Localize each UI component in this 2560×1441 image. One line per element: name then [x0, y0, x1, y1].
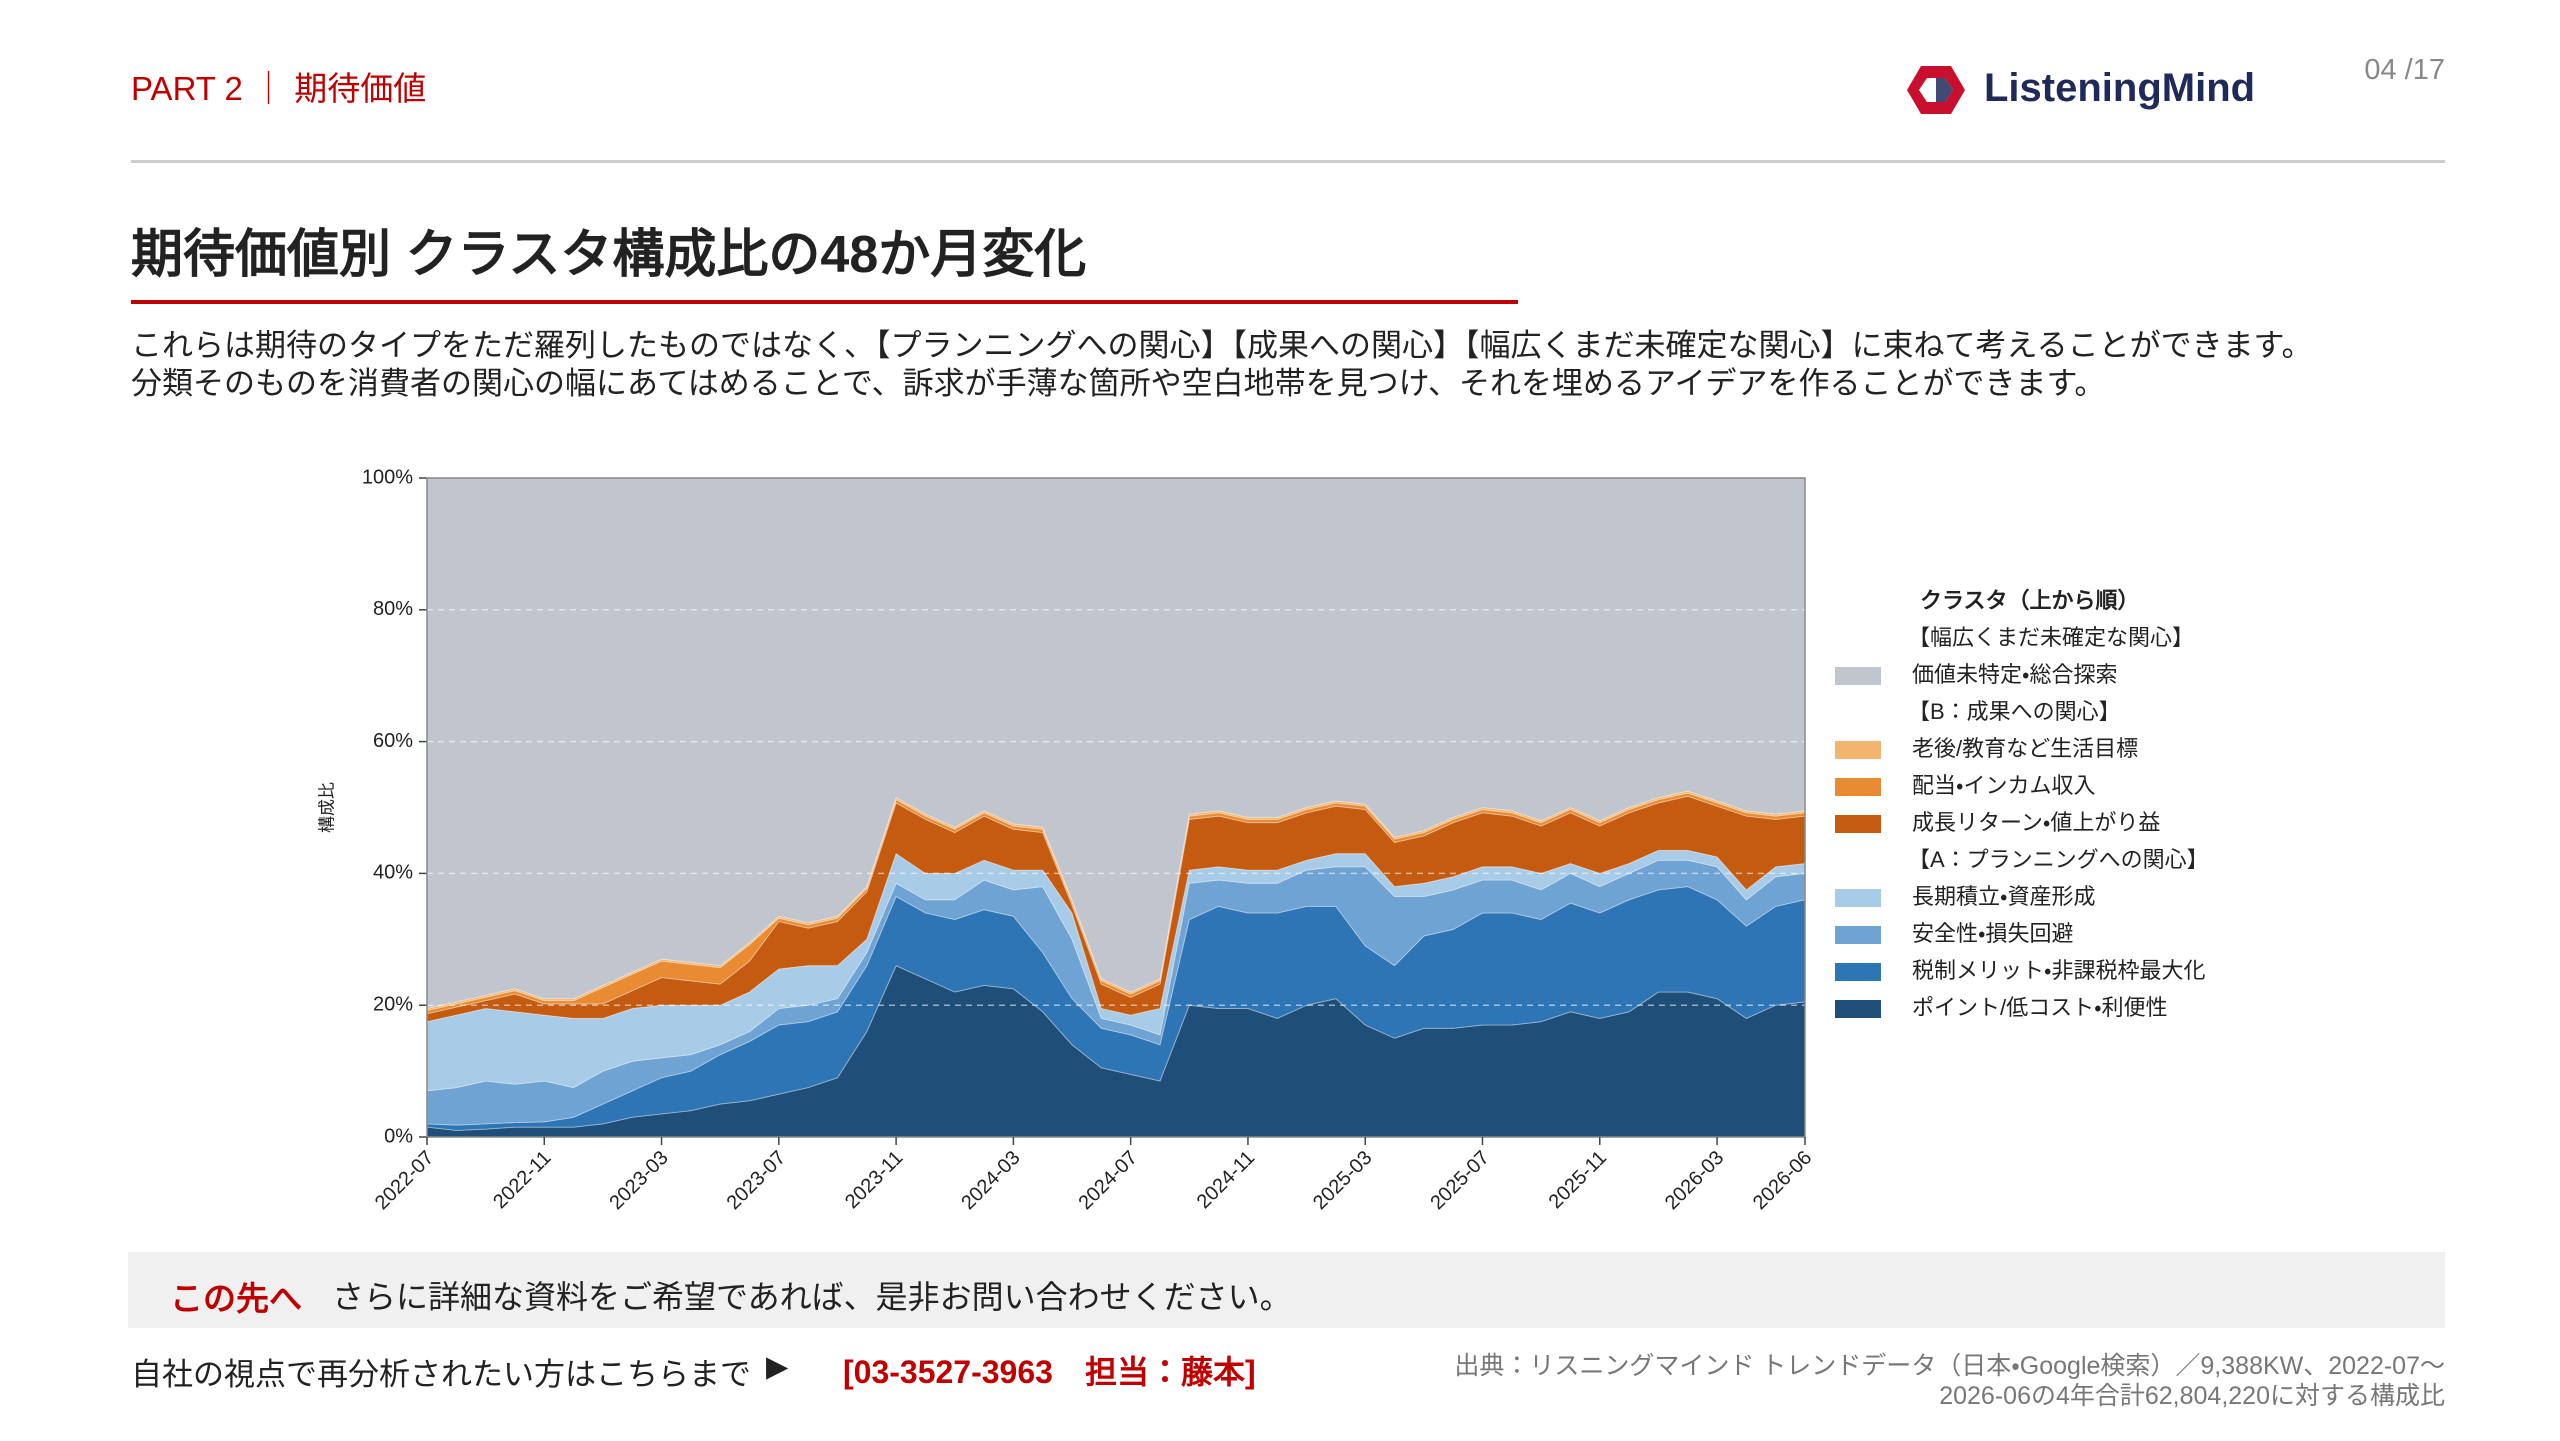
header-rule [131, 160, 2445, 163]
legend-label: 配当・インカム収入 [1912, 773, 2095, 798]
x-tick-label: 2024-11 [1193, 1147, 1259, 1213]
x-tick-label: 2025-07 [1426, 1147, 1493, 1214]
slide-title: 期待価値別 クラスタ構成比の48か月変化 [131, 226, 1087, 284]
x-tick-label: 2026-03 [1661, 1147, 1728, 1214]
x-tick-label: 2025-11 [1545, 1147, 1611, 1213]
legend-swatch [1835, 926, 1881, 944]
cta-text: さらに詳細な資料をご希望であれば、是非お問い合わせください。 [332, 1279, 1292, 1315]
brand-name: ListeningMind [1984, 66, 2256, 110]
x-tick-label: 2022-11 [489, 1147, 555, 1213]
legend-swatch [1835, 815, 1881, 833]
legend-label: 税制メリット・非課税枠最大化 [1912, 958, 2205, 983]
legend-label: 老後/教育など生活目標 [1912, 736, 2138, 761]
x-tick-label: 2024-07 [1074, 1147, 1141, 1214]
cta-label: この先へ [170, 1280, 302, 1317]
x-tick-label: 2024-03 [957, 1147, 1024, 1214]
x-tick-label: 2022-07 [371, 1147, 438, 1214]
cta-band [128, 1252, 2445, 1328]
contact-arrow: ▶ [766, 1351, 789, 1383]
contact-text: 自社の視点で再分析されたい方はこちらまで [131, 1357, 751, 1392]
legend-title: クラスタ（上から順） [1920, 588, 2140, 613]
part-label: PART 2 ｜ 期待価値 [131, 70, 427, 107]
legend-label: ポイント/低コスト・利便性 [1912, 995, 2168, 1020]
plot-border [426, 477, 1806, 1138]
y-tick-label: 20% [373, 993, 413, 1015]
y-tick-label: 100% [362, 466, 413, 488]
legend-swatch [1835, 1000, 1881, 1018]
y-tick-label: 60% [373, 730, 413, 752]
x-tick-label: 2023-11 [841, 1147, 907, 1213]
source-line: 2026-06の4年合計62,804,220に対する構成比 [1939, 1382, 2445, 1410]
logo-icon [1907, 66, 1965, 114]
x-tick-label: 2025-03 [1309, 1147, 1376, 1214]
legend-swatch [1835, 778, 1881, 796]
x-tick-label: 2026-06 [1749, 1147, 1816, 1214]
legend-label: 価値未特定・総合探索 [1912, 662, 2117, 687]
legend-group: 【幅広くまだ未確定な関心】 [1908, 625, 2194, 650]
x-tick-label: 2023-07 [723, 1147, 790, 1214]
legend-group: 【A：プランニングへの関心】 [1908, 847, 2209, 872]
contact-phone: [03-3527-3963 担当：藤本] [843, 1354, 1256, 1390]
legend-swatch [1835, 667, 1881, 685]
source-line: 出典：リスニングマインド トレンドデータ（日本・Google検索）／9,388K… [1454, 1352, 2445, 1380]
y-tick-label: 0% [384, 1125, 413, 1147]
legend-swatch [1835, 889, 1881, 907]
y-tick-label: 40% [373, 862, 413, 884]
legend-label: 長期積立・資産形成 [1912, 884, 2095, 909]
y-tick-label: 80% [373, 598, 413, 620]
legend-group: 【B：成果への関心】 [1908, 699, 2121, 724]
page-number: 04 /17 [2364, 54, 2445, 86]
legend-label: 安全性・損失回避 [1912, 921, 2073, 946]
title-underline [131, 300, 1518, 304]
x-tick-label: 2023-03 [605, 1147, 672, 1214]
legend-label: 成長リターン・値上がり益 [1912, 810, 2160, 835]
description-line: これらは期待のタイプをただ羅列したものではなく、【プランニングへの関心】【成果へ… [131, 328, 2313, 363]
description-line: 分類そのものを消費者の関心の幅にあてはめることで、訴求が手薄な箇所や空白地帯を見… [131, 366, 2106, 401]
legend-swatch [1835, 963, 1881, 981]
legend-swatch [1835, 741, 1881, 759]
y-axis-label: 構成比 [317, 782, 336, 833]
